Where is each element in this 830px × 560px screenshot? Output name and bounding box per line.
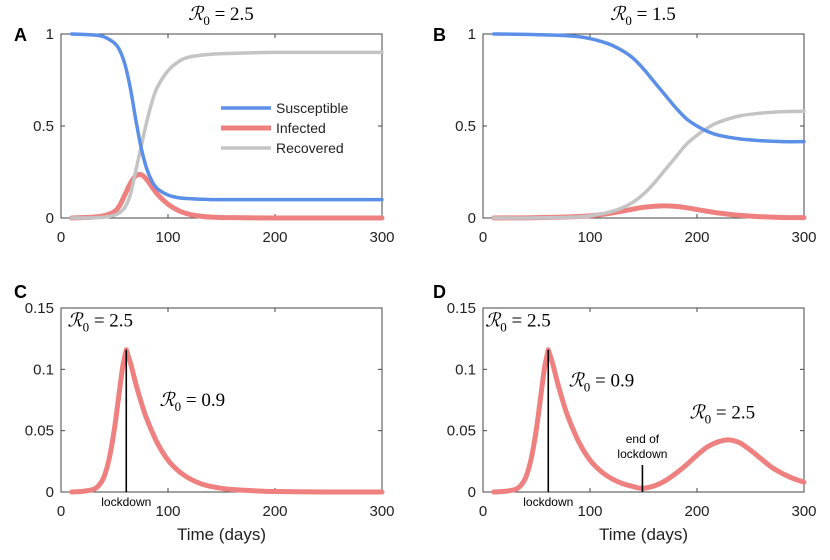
r0-annotation: ℛ0 = 2.5: [67, 309, 133, 334]
x-axis-label: Time (days): [177, 525, 266, 544]
panel-letter: D: [433, 282, 446, 302]
x-tick-label: 0: [57, 503, 65, 520]
legend: Susceptible Infected Recovered: [221, 100, 349, 156]
y-tick-label: 0.05: [25, 423, 54, 440]
series-line-susceptible: [69, 32, 384, 202]
series-line-recovered: [491, 109, 806, 220]
x-tick-label: 0: [479, 229, 487, 246]
y-tick-label: 0.05: [447, 423, 476, 440]
y-tick-label: 0.1: [33, 361, 54, 378]
r0-annotation: ℛ0 = 0.9: [159, 389, 225, 414]
y-tick-label: 0.15: [447, 300, 476, 317]
x-tick-label: 200: [262, 229, 287, 246]
r0-annotation: ℛ0 = 2.5: [485, 309, 551, 334]
y-tick-label: 1: [46, 26, 54, 43]
series-line-infected: [69, 347, 385, 495]
end-of-lockdown-label: end of: [626, 432, 660, 446]
panel-title: ℛ0 = 2.5: [188, 3, 254, 28]
x-tick-label: 100: [577, 503, 602, 520]
r0-annotation: ℛ0 = 0.9: [569, 369, 635, 394]
panel-b: B ℛ0 = 1.5 0 100 200 300 0 0.5 1: [433, 3, 817, 246]
panel-letter: C: [14, 282, 27, 302]
y-tick-label: 0.5: [33, 118, 54, 135]
legend-label-infected: Infected: [276, 120, 326, 136]
x-tick-label: 100: [155, 503, 180, 520]
x-tick-label: 200: [684, 229, 709, 246]
y-tick-label: 0.1: [455, 361, 476, 378]
series-line-infected: [491, 347, 807, 495]
end-of-lockdown-label: lockdown: [617, 447, 667, 461]
y-tick-label: 0: [468, 210, 476, 227]
series-line-recovered: [69, 50, 384, 220]
panel-title: ℛ0 = 1.5: [610, 3, 676, 28]
x-axis-label: Time (days): [599, 525, 688, 544]
y-tick-label: 0.5: [455, 118, 476, 135]
x-tick-label: 300: [791, 229, 816, 246]
x-tick-label: 100: [155, 229, 180, 246]
axes-frame: [60, 307, 383, 493]
panel-letter: B: [433, 25, 446, 45]
legend-label-recovered: Recovered: [276, 140, 344, 156]
y-tick-label: 0: [46, 484, 54, 501]
legend-label-susceptible: Susceptible: [276, 100, 349, 116]
panel-letter: A: [14, 25, 27, 45]
x-tick-label: 200: [262, 503, 287, 520]
x-tick-label: 200: [684, 503, 709, 520]
r0-annotation: ℛ0 = 2.5: [690, 401, 756, 426]
y-tick-label: 0.15: [25, 300, 54, 317]
axes-frame: [482, 307, 805, 493]
x-tick-label: 100: [577, 229, 602, 246]
x-tick-label: 300: [791, 503, 816, 520]
panel-d: D 0 100 200 300 0 0.05 0.1 0.15 Time (days) ℛ0 = 2…: [433, 282, 817, 544]
y-tick-label: 0: [468, 484, 476, 501]
x-tick-label: 0: [57, 229, 65, 246]
series-line-infected: [69, 171, 385, 221]
panel-c: C 0 100 200 300 0 0.05 0.1 0.15 Time (days) ℛ0 = 2…: [14, 282, 395, 544]
x-tick-label: 0: [479, 503, 487, 520]
series-line-susceptible: [491, 32, 806, 144]
panel-a: A ℛ0 = 2.5 0 100 200 300 0 0.5 1 Susceptible Infec…: [14, 3, 395, 246]
y-tick-label: 1: [468, 26, 476, 43]
y-tick-label: 0: [46, 210, 54, 227]
lockdown-label: lockdown: [523, 495, 573, 509]
x-tick-label: 300: [369, 503, 394, 520]
x-tick-label: 300: [369, 229, 394, 246]
axes-frame: [482, 33, 805, 219]
lockdown-label: lockdown: [101, 495, 151, 509]
